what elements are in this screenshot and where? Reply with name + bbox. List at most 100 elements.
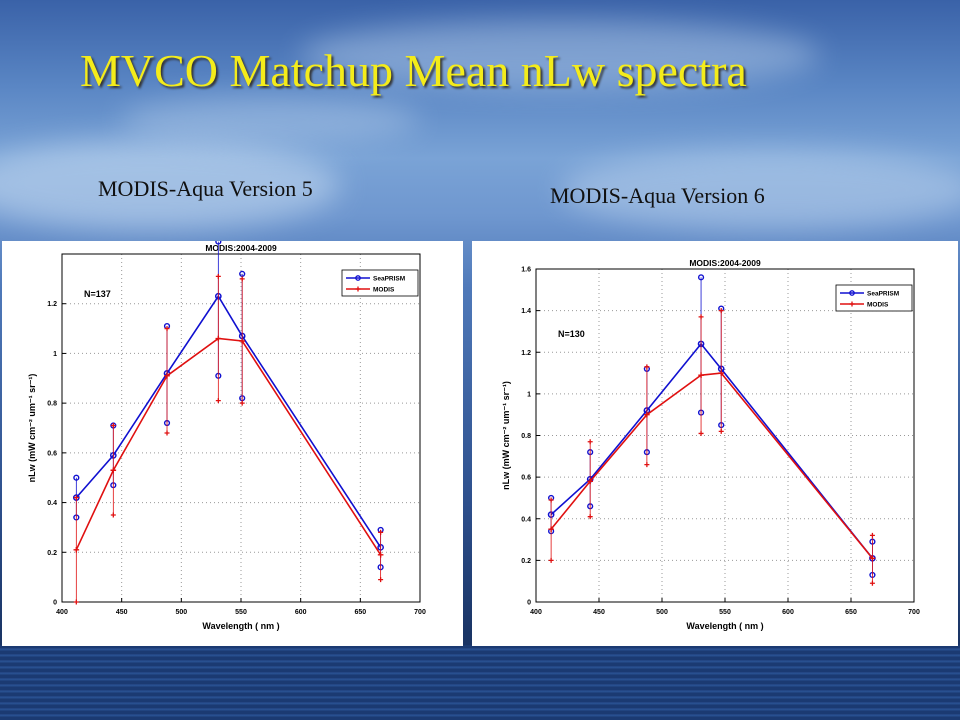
error-bound-marker [548,497,554,503]
y-tick-label: 0.6 [47,450,57,457]
x-tick-label: 600 [295,609,307,616]
legend-label: SeaPRISM [373,276,405,283]
series-line-modis [550,372,874,559]
data-point [869,555,876,562]
y-tick-label: 1 [53,351,57,358]
error-bound-marker [215,398,221,404]
error-bound-marker [587,514,593,520]
y-tick-label: 1 [527,391,531,398]
y-axis-label: nLw (mW cm⁻² um⁻¹ sr⁻¹) [27,374,37,483]
x-axis-label: Wavelength ( nm ) [202,621,279,631]
error-bound-marker [698,314,704,320]
background-cloud [120,95,420,145]
background-cloud [300,20,820,90]
x-tick-label: 650 [354,609,366,616]
x-tick-label: 700 [414,609,426,616]
error-bound-marker [378,529,384,535]
error-bound-marker [110,423,116,429]
series-line-seaprism [550,342,874,559]
background-cloud [0,140,340,230]
error-bound-marker [698,430,704,436]
legend-label: MODIS [867,302,889,309]
y-axis-label: nLw (mW cm⁻² um⁻¹ sr⁻¹) [501,381,511,490]
x-tick-label: 400 [530,609,542,616]
y-tick-label: 0 [527,600,531,607]
series-line-modis [75,337,382,556]
error-bound-marker [164,430,170,436]
error-bound-marker [587,439,593,445]
data-point [110,467,117,474]
ocean-band [0,645,960,720]
x-tick-label: 450 [593,609,605,616]
error-bound-marker [239,270,246,277]
error-bound-marker [718,428,724,434]
y-tick-label: 0.4 [47,500,57,507]
chart-v6: 400 450 500 550 600 650 700 0 0.2 0.4 0.6 0.8 1 1.2 1.… [501,258,920,631]
data-point [377,551,384,558]
x-axis-label: Wavelength ( nm ) [686,621,763,631]
legend-marker [849,301,855,307]
legend-label: MODIS [373,287,395,294]
error-bound-marker [73,599,79,605]
error-bound-marker [110,512,116,518]
legend-marker [355,275,361,281]
error-bound-marker [644,364,650,370]
x-tick-label: 550 [235,609,247,616]
chart-panel-v6: 400 450 500 550 600 650 700 0 0.2 0.4 0.6 0.8 1 1.2 1.… [472,241,958,646]
sample-count-annotation: N=130 [558,329,585,339]
y-tick-label: 0.4 [521,516,531,523]
x-tick-label: 400 [56,609,68,616]
chart-panel-v5: 400 450 500 550 600 650 700 0 0.2 0.4 0.6 0.8 1 1.2 MO… [2,238,463,646]
data-point [698,372,704,378]
x-tick-label: 650 [845,609,857,616]
chart-title: MODIS:2004-2009 [205,243,277,253]
data-point [718,370,725,376]
error-bound-marker [869,580,875,586]
chart-title: MODIS:2004-2009 [689,258,761,268]
legend-label: SeaPRISM [867,291,899,298]
error-bound-marker [239,276,245,282]
y-tick-label: 0.6 [521,475,531,482]
right-caption: MODIS-Aqua Version 6 [550,183,765,208]
data-point [215,335,222,342]
y-tick-label: 1.2 [47,301,57,308]
error-bound-marker [718,308,724,314]
y-tick-label: 1.6 [521,267,531,274]
error-bound-marker [869,532,875,538]
x-tick-label: 600 [782,609,794,616]
x-tick-label: 700 [908,609,920,616]
chart-v5: 400 450 500 550 600 650 700 0 0.2 0.4 0.6 0.8 1 1.2 MO… [27,238,426,631]
y-tick-label: 0 [53,600,57,607]
x-tick-label: 450 [116,609,128,616]
error-bound-marker [644,462,650,468]
y-tick-label: 0.8 [521,433,531,440]
error-bound-marker [548,557,554,563]
legend-box [835,284,913,312]
error-bound-marker [73,495,79,501]
legend-box [341,269,419,297]
error-bound-marker [164,326,170,332]
data-point [73,547,80,553]
error-bound-marker [697,274,705,281]
y-tick-label: 0.2 [521,558,531,565]
error-bound-marker [73,474,80,481]
legend-marker [355,286,361,292]
x-tick-label: 550 [719,609,731,616]
data-point [587,478,593,485]
data-point [239,338,245,344]
left-caption: MODIS-Aqua Version 5 [98,176,313,201]
x-tick-label: 500 [656,609,668,616]
y-tick-label: 1.2 [521,350,531,357]
series-line-seaprism [75,294,382,548]
y-tick-label: 1.4 [521,308,531,315]
slide-title: MVCO Matchup Mean nLw spectra [80,45,747,96]
error-bound-marker [239,400,245,406]
error-bound-marker [215,273,221,279]
data-point [164,373,170,379]
y-tick-label: 0.2 [47,550,57,557]
background-cloud [560,150,960,230]
error-bound-marker [378,577,384,583]
data-point [644,411,650,418]
sample-count-annotation: N=137 [84,289,111,299]
x-tick-label: 500 [175,609,187,616]
